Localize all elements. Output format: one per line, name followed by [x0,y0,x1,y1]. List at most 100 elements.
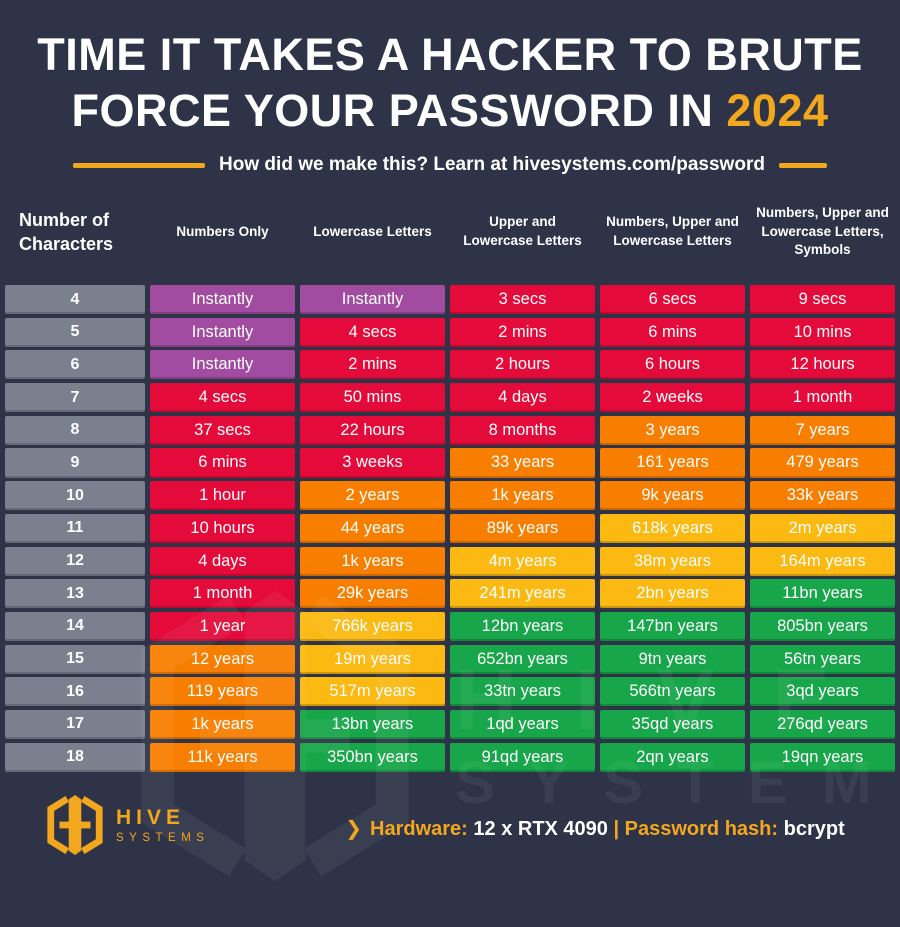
time-cell: 766k years [300,611,445,641]
time-cell: 12 years [150,644,295,674]
time-cell: 1k years [150,709,295,740]
hive-systems-logo: HIVE SYSTEMS [44,792,209,858]
time-cell: 3 weeks [300,448,445,478]
time-cell: 147bn years [600,611,745,641]
row-char-count: 6 [5,350,145,380]
time-cell: 4 days [150,546,295,576]
subtitle-divider-right [778,162,827,168]
time-cell: 6 secs [600,285,745,315]
row-char-count: 8 [5,415,145,445]
footer-separator: | [613,817,620,840]
column-header-numbers-only: Numbers Only [176,223,269,239]
subtitle-row: How did we make this? Learn at hivesyste… [0,154,900,176]
time-cell: 6 hours [600,350,745,380]
time-cell: 38m years [600,546,745,576]
time-cell: 1 month [150,579,295,609]
page-title: TIME IT TAKES A HACKER TO BRUTE FORCE YO… [0,27,900,139]
time-cell: 805bn years [750,611,895,641]
table-header-row: Number of Characters Numbers Only Lowerc… [5,186,895,278]
time-cell: 89k years [450,513,595,543]
footer: HIVE SYSTEMS ❯ Hardware: 12 x RTX 4090 | … [0,784,900,884]
time-cell: 517m years [300,677,445,707]
time-cell: Instantly [300,285,445,315]
time-cell: 119 years [150,677,295,707]
time-cell: 241m years [450,579,595,609]
page-title-line1: TIME IT TAKES A HACKER TO BRUTE [37,29,863,80]
time-cell: 6 mins [150,448,295,478]
time-cell: 2m years [750,513,895,543]
time-cell: 350bn years [300,742,445,772]
time-cell: 91qd years [450,742,595,772]
row-char-count: 9 [5,448,145,478]
row-char-count: 13 [5,579,145,609]
time-cell: 7 years [750,415,895,445]
time-cell: 3 years [600,415,745,445]
time-cell: 1k years [300,546,445,576]
hash-label: Password hash: [624,817,779,840]
time-cell: 29k years [300,579,445,609]
time-cell: 37 secs [150,415,295,445]
time-cell: 1 year [150,611,295,641]
time-cell: 2 mins [300,350,445,380]
row-char-count: 14 [5,611,145,641]
logo-name: HIVE [116,805,186,829]
time-cell: 161 years [600,448,745,478]
time-cell: 2qn years [600,742,745,772]
row-char-count: 7 [5,383,145,413]
logo-subname: SYSTEMS [116,831,210,844]
time-cell: 33 years [450,448,595,478]
time-cell: 3 secs [450,285,595,315]
time-cell: 1qd years [450,709,595,740]
hive-logo-icon [47,794,103,855]
time-cell: 19m years [300,644,445,674]
time-cell: Instantly [150,350,295,380]
time-cell: 10 mins [750,317,895,347]
time-cell: 12 hours [750,350,895,380]
infographic-page: { "title": { "line1": "TIME IT TAKES A H… [0,27,900,927]
hardware-info: ❯ Hardware: 12 x RTX 4090 | Password hash… [300,816,890,841]
time-cell: 2 weeks [600,383,745,413]
time-cell: 1k years [450,481,595,511]
time-cell: 9tn years [600,644,745,674]
page-title-line2: FORCE YOUR PASSWORD IN 2024 [0,83,900,139]
subtitle-text: How did we make this? Learn at hivesyste… [219,154,765,175]
time-cell: 4m years [450,546,595,576]
time-cell: 8 months [450,415,595,445]
column-header-upper-lower: Upper and Lowercase Letters [463,214,582,248]
time-cell: 13bn years [300,709,445,740]
time-cell: 2 years [300,481,445,511]
time-cell: 4 days [450,383,595,413]
time-cell: 4 secs [300,317,445,347]
row-char-count: 10 [5,481,145,511]
subtitle-divider-left [73,162,206,168]
time-cell: 9k years [600,481,745,511]
time-cell: 50 mins [300,383,445,413]
column-header-characters: Number of Characters [19,209,114,254]
time-cell: 2bn years [600,579,745,609]
row-char-count: 12 [5,546,145,576]
time-cell: 33k years [750,481,895,511]
time-cell: 44 years [300,513,445,543]
chevron-right-icon: ❯ [345,817,363,840]
row-char-count: 4 [5,285,145,315]
time-cell: 566tn years [600,677,745,707]
time-cell: 9 secs [750,285,895,315]
time-cell: 2 hours [450,350,595,380]
time-cell: Instantly [150,317,295,347]
row-char-count: 11 [5,513,145,543]
row-char-count: 5 [5,317,145,347]
time-cell: 11k years [150,742,295,772]
time-cell: 33tn years [450,677,595,707]
time-cell: 22 hours [300,415,445,445]
password-table: Number of Characters Numbers Only Lowerc… [0,186,900,882]
time-cell: 4 secs [150,383,295,413]
time-cell: 6 mins [600,317,745,347]
time-cell: 1 month [750,383,895,413]
hardware-value: 12 x RTX 4090 [473,817,608,840]
time-cell: 19qn years [750,742,895,772]
time-cell: 3qd years [750,677,895,707]
logo-text: HIVE SYSTEMS [116,806,209,844]
hash-value: bcrypt [783,817,845,840]
time-cell: 618k years [600,513,745,543]
column-header-num-upper-lower-sym: Numbers, Upper and Lowercase Letters, Sy… [756,204,889,258]
